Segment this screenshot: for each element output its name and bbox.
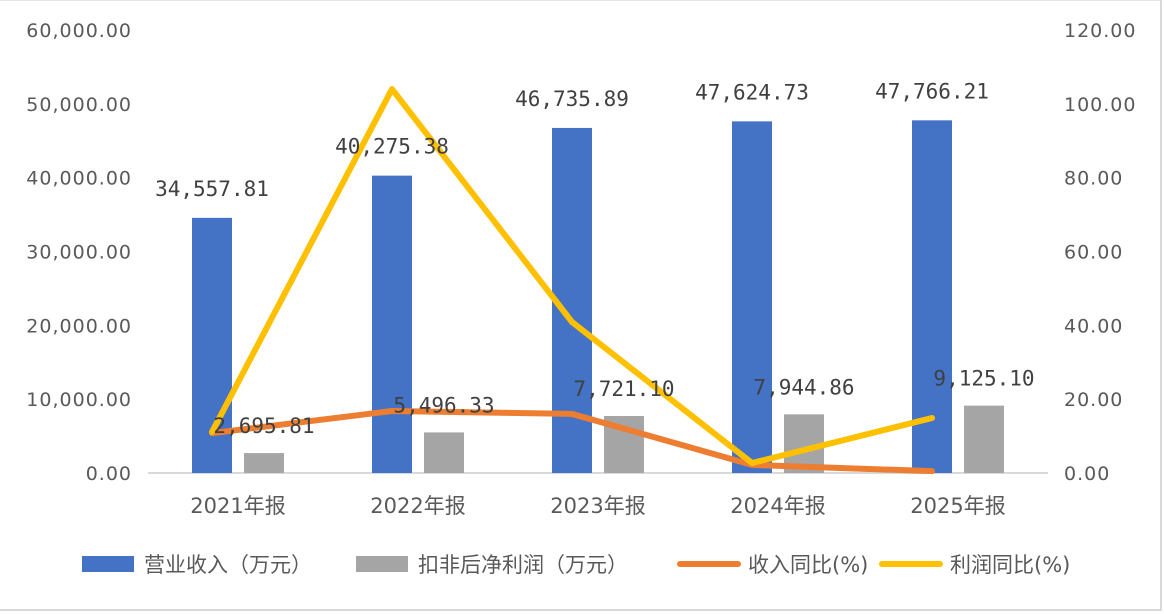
net-profit-bar xyxy=(244,453,284,473)
right-axis-tick-label: 100.00 xyxy=(1064,94,1136,116)
net-profit-bar xyxy=(424,432,464,473)
x-axis-category-label: 2021年报 xyxy=(190,494,285,518)
legend-profit-yoy: 利润同比(%) xyxy=(879,553,1070,577)
left-axis-tick-label: 0.00 xyxy=(86,463,132,485)
net-profit-data-label: 9,125.10 xyxy=(933,367,1034,391)
revenue-bar xyxy=(372,175,412,474)
profit-yoy-line xyxy=(209,86,935,467)
revenue-bar xyxy=(912,120,952,474)
left-axis-tick-label: 60,000.00 xyxy=(26,20,132,42)
line-series xyxy=(209,86,935,475)
data-labels: 34,557.81 40,275.38 46,735.89 47,624.73 47,7… xyxy=(155,79,1034,438)
x-axis-category-label: 2025年报 xyxy=(910,494,1005,518)
legend-label: 利润同比(%) xyxy=(950,553,1070,577)
right-axis-tick-label: 0.00 xyxy=(1064,463,1110,485)
left-axis-tick-label: 50,000.00 xyxy=(26,94,132,116)
legend-swatch xyxy=(82,556,134,572)
left-axis-tick-label: 40,000.00 xyxy=(26,168,132,190)
legend-label: 营业收入（万元） xyxy=(144,553,312,577)
net-profit-data-label: 5,496.33 xyxy=(393,393,494,417)
right-axis-ticks: 0.00 20.00 40.00 60.00 80.00 100.00 120.00 xyxy=(1064,20,1136,485)
right-axis-tick-label: 20.00 xyxy=(1064,389,1123,411)
legend-revenue: 营业收入（万元） xyxy=(82,553,312,577)
legend-label: 收入同比(%) xyxy=(748,553,868,577)
revenue-data-label: 47,624.73 xyxy=(695,80,809,104)
revenue-bar xyxy=(732,121,772,474)
right-axis-tick-label: 60.00 xyxy=(1064,242,1123,264)
left-axis-tick-label: 10,000.00 xyxy=(26,389,132,411)
x-axis-category-label: 2024年报 xyxy=(730,494,825,518)
legend-revenue-yoy: 收入同比(%) xyxy=(677,553,868,577)
left-axis-tick-label: 30,000.00 xyxy=(26,242,132,264)
left-axis-tick-label: 20,000.00 xyxy=(26,315,132,337)
legend-label: 扣非后净利润（万元） xyxy=(418,553,628,577)
x-axis-category-label: 2023年报 xyxy=(550,494,645,518)
net-profit-bar xyxy=(964,405,1004,473)
revenue-data-label: 46,735.89 xyxy=(515,87,629,111)
revenue-yoy-line xyxy=(209,407,935,475)
net-profit-data-label: 2,695.81 xyxy=(213,414,314,438)
revenue-data-label: 40,275.38 xyxy=(335,135,449,159)
right-axis-tick-label: 120.00 xyxy=(1064,20,1136,42)
x-axis-categories: 2021年报 2022年报 2023年报 2024年报 2025年报 xyxy=(190,494,1005,518)
legend-net-profit: 扣非后净利润（万元） xyxy=(356,553,628,577)
legend: 营业收入（万元） 扣非后净利润（万元） 收入同比(%) 利润同比(%) xyxy=(82,553,1070,577)
legend-swatch xyxy=(356,556,408,572)
left-axis-ticks: 0.00 10,000.00 20,000.00 30,000.00 40,000.00… xyxy=(26,20,132,485)
net-profit-data-label: 7,721.10 xyxy=(573,377,674,401)
revenue-data-label: 34,557.81 xyxy=(155,177,269,201)
revenue-data-label: 47,766.21 xyxy=(875,79,989,103)
net-profit-data-label: 7,944.86 xyxy=(753,375,854,399)
right-axis-tick-label: 40.00 xyxy=(1064,315,1123,337)
right-axis-tick-label: 80.00 xyxy=(1064,168,1123,190)
x-axis-category-label: 2022年报 xyxy=(370,494,465,518)
